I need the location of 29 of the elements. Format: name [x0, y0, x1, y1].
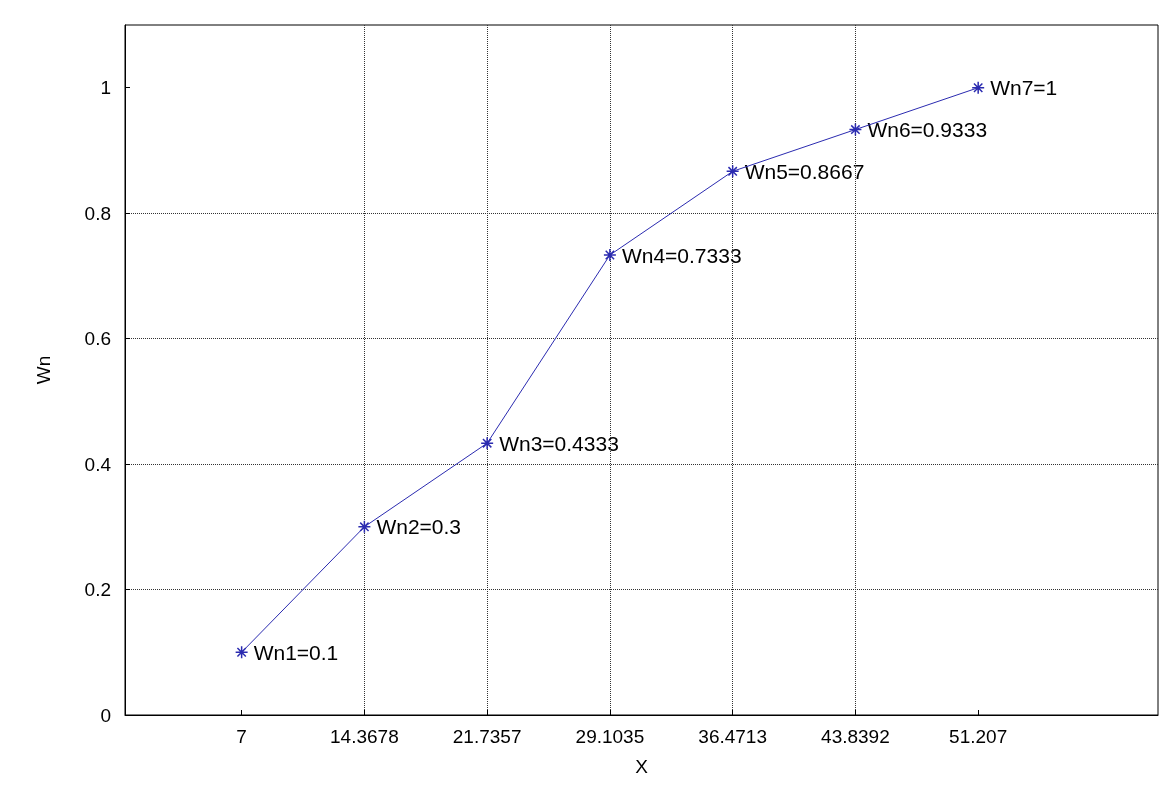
y-tick-label: 0.8: [84, 202, 111, 224]
annotation: Wn5=0.8667: [744, 159, 865, 183]
annotation: Wn6=0.9333: [867, 118, 988, 142]
point: [725, 164, 740, 179]
point: [357, 520, 372, 534]
x-tick-label: 21.7357: [452, 726, 522, 747]
x-tick-label: 29.1035: [575, 726, 645, 747]
y-axis-title: Wn: [33, 355, 54, 385]
y-tick-label: 0.4: [84, 453, 112, 475]
annotation: Wn2=0.3: [376, 515, 462, 539]
x-tick-label: 36.4713: [698, 726, 767, 747]
x-axis-title: X: [635, 756, 649, 777]
point: [480, 436, 494, 450]
x-tick-label: 14.3678: [330, 726, 399, 747]
x-tick-label: 43.8392: [821, 726, 890, 747]
point: [971, 80, 985, 95]
annotation: Wn1=0.1: [253, 640, 339, 664]
y-tick-label: 0: [100, 704, 111, 726]
x-tick-label: 7: [236, 726, 247, 747]
point: [848, 122, 863, 137]
y-tick-label: 1: [100, 77, 111, 99]
point: [603, 248, 617, 262]
x-tick-label: 51.207: [949, 726, 1008, 747]
annotation: Wn4=0.7333: [621, 243, 742, 267]
y-tick-label: 0.2: [84, 579, 111, 601]
point: [234, 645, 249, 660]
annotation: Wn7=1: [990, 76, 1058, 100]
annotation: Wn3=0.4333: [499, 431, 619, 455]
y-tick-label: 0.6: [84, 328, 111, 350]
